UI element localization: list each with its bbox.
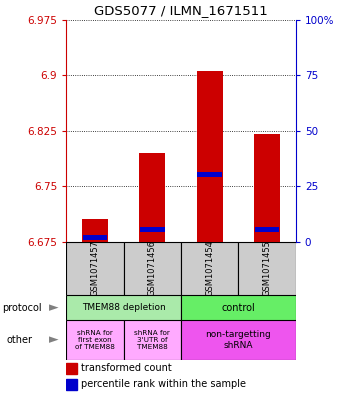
Bar — [66, 295, 181, 320]
Bar — [197, 72, 223, 242]
Bar — [198, 172, 222, 177]
Title: GDS5077 / ILMN_1671511: GDS5077 / ILMN_1671511 — [94, 4, 268, 17]
Text: transformed count: transformed count — [81, 363, 172, 373]
Text: ►: ► — [49, 333, 58, 347]
Bar — [66, 320, 124, 360]
Bar — [124, 320, 181, 360]
Bar — [83, 235, 107, 240]
Text: ►: ► — [49, 301, 58, 314]
Text: shRNA for
3'UTR of
TMEM88: shRNA for 3'UTR of TMEM88 — [134, 330, 170, 350]
Bar — [124, 242, 181, 295]
Text: non-targetting
shRNA: non-targetting shRNA — [206, 330, 271, 350]
Bar — [139, 153, 165, 242]
Bar — [181, 320, 296, 360]
Text: other: other — [6, 335, 32, 345]
Text: protocol: protocol — [2, 303, 41, 312]
Bar — [181, 242, 238, 295]
Text: shRNA for
first exon
of TMEM88: shRNA for first exon of TMEM88 — [75, 330, 115, 350]
Text: GSM1071454: GSM1071454 — [205, 240, 214, 296]
Bar — [238, 242, 296, 295]
Text: GSM1071455: GSM1071455 — [262, 240, 272, 296]
Bar — [66, 379, 76, 390]
Bar — [181, 295, 296, 320]
Text: GSM1071456: GSM1071456 — [148, 240, 157, 296]
Bar — [254, 134, 280, 242]
Bar — [82, 219, 108, 242]
Bar — [66, 242, 124, 295]
Bar — [255, 228, 279, 232]
Text: GSM1071457: GSM1071457 — [90, 240, 100, 296]
Text: percentile rank within the sample: percentile rank within the sample — [81, 379, 246, 389]
Bar — [66, 363, 76, 374]
Text: control: control — [222, 303, 255, 312]
Bar — [140, 227, 165, 231]
Text: TMEM88 depletion: TMEM88 depletion — [82, 303, 166, 312]
